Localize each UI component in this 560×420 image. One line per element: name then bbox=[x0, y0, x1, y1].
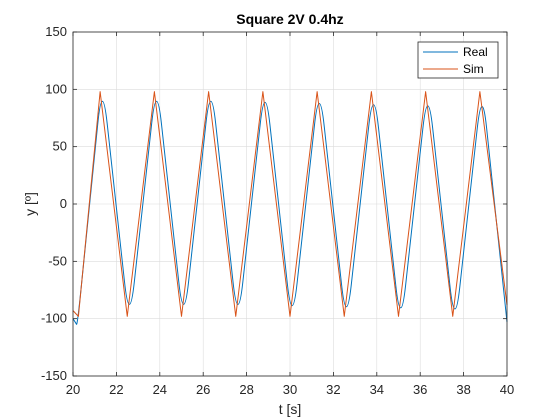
x-tick-label: 38 bbox=[456, 382, 470, 397]
series-line-real bbox=[72, 100, 508, 325]
x-tick-label: 30 bbox=[283, 382, 297, 397]
series-group bbox=[72, 91, 508, 325]
legend-label-sim: Sim bbox=[463, 62, 484, 76]
x-tick-label: 34 bbox=[370, 382, 384, 397]
x-tick-label: 40 bbox=[500, 382, 514, 397]
ticks: 20 22 24 26 28 30 32 34 36 38 40 -150 -100 -50 0 50 100 1… bbox=[41, 24, 514, 397]
x-axis-label: t [s] bbox=[279, 401, 302, 417]
x-tick-label: 32 bbox=[326, 382, 340, 397]
y-tick-label: -150 bbox=[41, 368, 67, 383]
y-tick-label: 0 bbox=[60, 196, 67, 211]
legend: Real Sim bbox=[417, 41, 499, 79]
y-tick-label: 100 bbox=[45, 81, 67, 96]
legend-box bbox=[417, 41, 499, 79]
y-axis-label: y [º] bbox=[22, 192, 38, 216]
chart-title: Square 2V 0.4hz bbox=[236, 11, 343, 27]
y-tick-label: -100 bbox=[41, 311, 67, 326]
y-tick-label: 50 bbox=[53, 139, 67, 154]
legend-label-real: Real bbox=[463, 45, 488, 59]
x-tick-label: 24 bbox=[153, 382, 167, 397]
x-tick-label: 26 bbox=[196, 382, 210, 397]
x-tick-label: 28 bbox=[239, 382, 253, 397]
x-tick-label: 20 bbox=[66, 382, 80, 397]
series-line-sim bbox=[72, 91, 508, 317]
y-tick-label: 150 bbox=[45, 24, 67, 39]
x-tick-label: 36 bbox=[413, 382, 427, 397]
y-tick-label: -50 bbox=[48, 253, 67, 268]
x-tick-label: 22 bbox=[109, 382, 123, 397]
